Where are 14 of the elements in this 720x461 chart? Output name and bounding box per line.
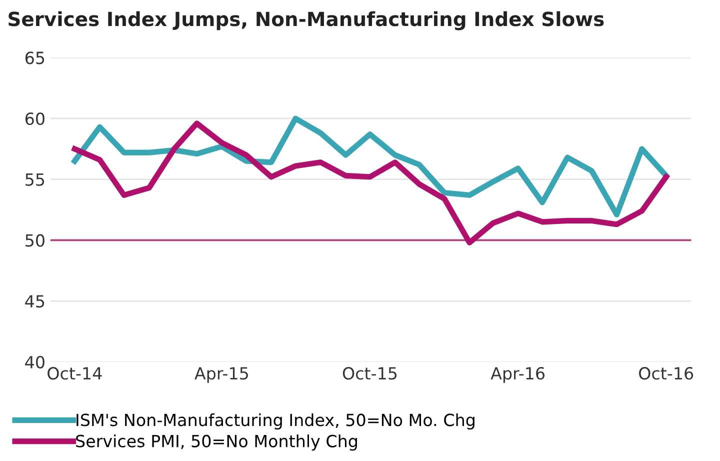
x-tick-label: Oct-16 bbox=[639, 367, 694, 380]
y-tick-label: 40 bbox=[25, 356, 44, 368]
x-tick-label: Oct-14 bbox=[48, 367, 102, 380]
y-tick-label: 55 bbox=[26, 174, 44, 186]
y-tick-label: 65 bbox=[25, 52, 44, 64]
legend-label: Services PMI, 50=No Monthly Chg bbox=[76, 434, 357, 451]
x-tick-label: Oct-15 bbox=[342, 367, 397, 380]
chart-title: Services Index Jumps, Non-Manufacturing Index Slows bbox=[8, 11, 604, 30]
legend-label: ISM's Non-Manufacturing Index, 50=No Mo. Chg bbox=[76, 413, 474, 430]
y-tick-label: 50 bbox=[26, 234, 44, 247]
x-tick-label: Apr-15 bbox=[194, 367, 248, 383]
y-tick-label: 60 bbox=[25, 112, 44, 126]
y-tick-label: 45 bbox=[25, 295, 44, 308]
x-tick-label: Apr-16 bbox=[490, 367, 544, 383]
